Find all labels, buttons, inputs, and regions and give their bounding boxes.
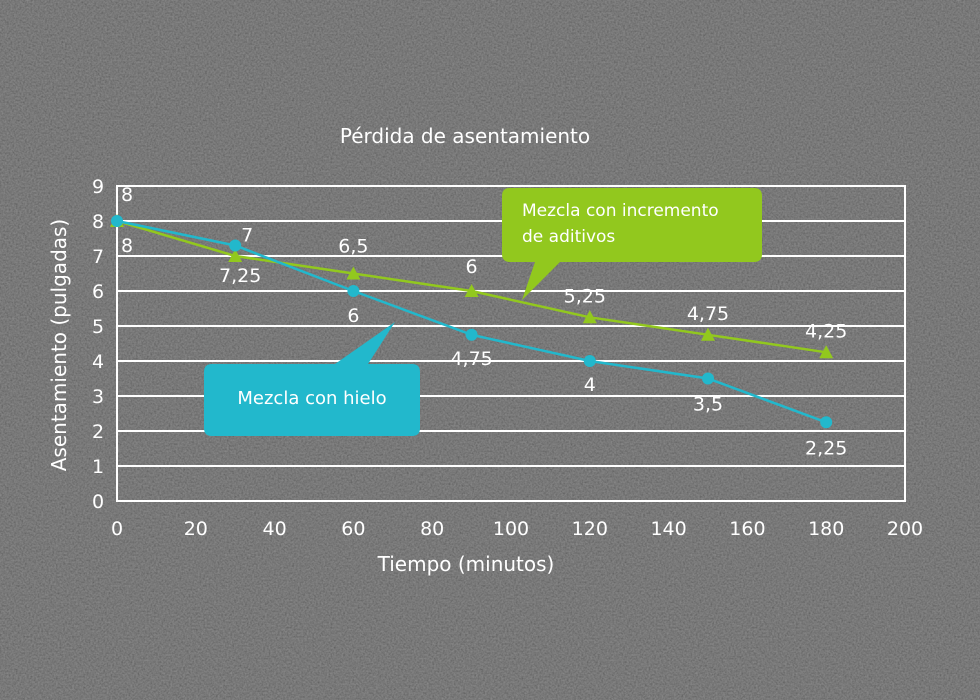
data-label: 4,25 <box>805 320 847 342</box>
data-point <box>464 284 479 297</box>
x-tick-label: 140 <box>650 518 686 540</box>
data-label: 7,25 <box>219 265 261 287</box>
y-tick-label: 4 <box>92 351 104 373</box>
data-label: 4,75 <box>450 348 492 370</box>
data-point <box>819 345 834 359</box>
data-label: 8 <box>121 235 133 257</box>
x-axis-label: Tiempo (minutos) <box>377 552 555 576</box>
data-point <box>582 310 597 324</box>
data-label-layer: 8 7,25 6,5 6 5,25 4,75 4,25 8 7 6 4,75 4 3,5 2,25 <box>121 184 847 459</box>
x-tick-label: 40 <box>263 518 287 540</box>
data-point <box>820 416 833 429</box>
data-label: 3,5 <box>693 394 723 416</box>
data-label: 6 <box>466 256 478 278</box>
x-tick-label: 80 <box>420 518 444 540</box>
data-label: 4 <box>584 374 596 396</box>
series-layer <box>110 214 834 429</box>
x-tick-label: 120 <box>572 518 608 540</box>
data-label: 6,5 <box>338 236 368 258</box>
y-tick-label: 5 <box>92 316 104 338</box>
data-point <box>111 215 123 227</box>
data-label: 4,75 <box>687 303 729 325</box>
data-label: 5,25 <box>564 285 606 307</box>
y-tick-label: 0 <box>92 491 104 513</box>
data-point <box>583 355 596 367</box>
y-tick-label: 6 <box>92 281 104 303</box>
plot-frame <box>116 185 906 502</box>
callout-ice-text: Mezcla con hielo <box>237 388 386 409</box>
data-point <box>346 266 361 280</box>
callout-layer: Mezcla con incremento de aditivos Mezcla c… <box>204 188 762 436</box>
x-tick-label: 20 <box>184 518 208 540</box>
callout-additives-text: de aditivos <box>522 227 615 247</box>
y-tick-label: 1 <box>92 456 104 478</box>
data-label: 7 <box>241 225 253 247</box>
x-tick-label: 200 <box>887 518 923 540</box>
y-tick-label: 2 <box>92 421 104 443</box>
data-label: 8 <box>121 184 133 206</box>
callout-additives-box <box>502 188 762 300</box>
data-point <box>228 249 243 262</box>
data-label: 2,25 <box>805 437 847 459</box>
x-tick-label: 180 <box>808 518 844 540</box>
x-tick-label: 0 <box>111 518 123 540</box>
y-tick-label: 9 <box>92 176 104 198</box>
data-point <box>702 372 714 385</box>
chart-title: Pérdida de asentamiento <box>340 124 590 148</box>
data-point <box>347 285 360 297</box>
callout-ice-box <box>204 322 420 436</box>
data-point <box>465 328 478 341</box>
y-axis-label: Asentamiento (pulgadas) <box>47 219 71 472</box>
y-tick-label: 7 <box>92 246 104 268</box>
x-tick-label: 60 <box>341 518 365 540</box>
data-label: 6 <box>347 305 359 327</box>
callout-additives-text: Mezcla con incremento <box>522 201 719 221</box>
y-tick-label: 8 <box>92 211 104 233</box>
data-point <box>229 239 242 252</box>
x-tick-label: 100 <box>493 518 529 540</box>
y-tick-label: 3 <box>92 386 104 408</box>
x-tick-label: 160 <box>729 518 765 540</box>
data-point <box>701 327 715 341</box>
